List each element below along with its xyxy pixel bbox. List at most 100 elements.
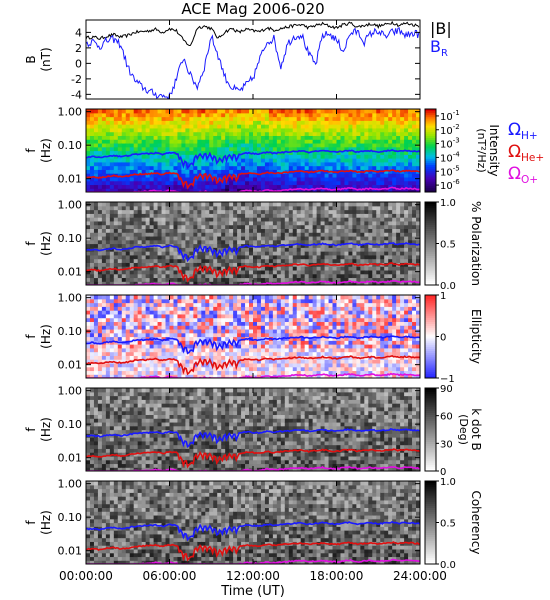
colorbar-5: 90 60 30 0 k dot B(Deg)	[424, 384, 483, 478]
chart-title: ACE Mag 2006-020	[181, 0, 324, 18]
colorbar-label-2: Intensity	[487, 124, 501, 176]
colorbar-tick-6-0: 1.0	[440, 477, 456, 488]
y-axis-unit-1: (nT)	[39, 47, 53, 71]
y-tick-1-1: 2	[75, 42, 82, 55]
y-tick-6-2: 0.01	[58, 545, 83, 558]
colorbar-unit-5: (Deg)	[457, 414, 470, 445]
colorbar-2: 10-110-210-310-410-510-6 Intensity(nT²/Hz…	[424, 108, 501, 193]
colorbar-tick-2-5: 10-6	[440, 178, 460, 192]
gyrofrequency-line-Ω_H+	[86, 335, 420, 355]
y-tick-3-0: 1.00	[58, 199, 83, 212]
colorbar-label-5: k dot B	[469, 408, 483, 450]
colorbar-tick-6-1: 0.5	[440, 519, 456, 530]
gyrofrequency-line-Ω_H+	[86, 242, 420, 263]
y-tick-5-2: 0.01	[58, 452, 83, 465]
spectrogram-panel-3	[86, 202, 420, 285]
y-axis-unit-6: (Hz)	[39, 510, 53, 535]
y-axis-label-1: B	[24, 55, 38, 63]
y-tick-4-0: 1.00	[58, 292, 83, 305]
series-B_R	[86, 27, 420, 99]
y-tick-3-1: 0.10	[58, 232, 83, 245]
b-field-lines	[86, 20, 420, 99]
x-tick-0: 00:00:00	[59, 569, 113, 583]
gyrofrequency-line-Ω_He+	[86, 262, 420, 283]
y-axis-label-5: f	[24, 427, 38, 432]
colorbar-tick-3-0: 1.0	[440, 198, 456, 209]
colorbar-tick-2-1: 10-2	[440, 123, 460, 137]
colorbar-tick-3-2: 0.0	[440, 281, 456, 292]
colorbar-tick-5-1: 60	[440, 412, 453, 423]
colorbar-4: 1 0 −1 Ellipticity	[424, 291, 483, 385]
y-tick-1-4: -4	[71, 88, 82, 101]
y-tick-6-1: 0.10	[58, 511, 83, 524]
colorbar-3: 1.0 0.5 0.0 % Polarization	[424, 198, 483, 292]
y-axis-unit-3: (Hz)	[39, 231, 53, 256]
panel-2: 10-110-210-310-410-510-6 Intensity(nT²/Hz…	[24, 106, 544, 193]
y-tick-2-1: 0.10	[58, 139, 83, 152]
gyrofrequency-line-Ω_He+	[86, 541, 420, 562]
gyrofrequency-line-Ω_He+	[86, 355, 420, 376]
y-axis-unit-2: (Hz)	[39, 138, 53, 163]
y-tick-1-2: 0	[75, 57, 82, 70]
legend-O+: ΩO+	[508, 164, 538, 186]
y-axis-label-2: f	[24, 148, 38, 153]
y-tick-1-3: -2	[71, 73, 82, 86]
y-tick-6-0: 1.00	[58, 478, 83, 491]
colorbar-label-4: Ellipticity	[469, 309, 483, 364]
panel-6: 1.0 0.5 0.0 Coherency 1.00 0.10 0.01 f (Hz)	[24, 477, 483, 571]
legend-H+: ΩH+	[508, 120, 538, 142]
x-tick-2: 12:00:00	[226, 569, 280, 583]
colorbar-label-6: Coherency	[469, 490, 483, 554]
y-tick-5-1: 0.10	[58, 418, 83, 431]
y-tick-3-2: 0.01	[58, 266, 83, 279]
legend-b-magnitude: |B|	[430, 19, 452, 38]
colorbar-tick-5-0: 90	[440, 384, 453, 395]
gyrofrequency-line-Ω_H+	[86, 520, 420, 542]
y-tick-2-2: 0.01	[58, 173, 83, 186]
colorbar-tick-2-2: 10-3	[440, 137, 460, 151]
x-tick-4: 24:00:00	[393, 569, 447, 583]
colorbar-tick-2-3: 10-4	[440, 150, 460, 164]
y-tick-1-0: 4	[75, 26, 82, 39]
y-tick-4-1: 0.10	[58, 325, 83, 338]
y-axis-label-3: f	[24, 241, 38, 246]
panel-5: 90 60 30 0 k dot B(Deg) 1.00 0.10 0.01 f (Hz)	[24, 384, 483, 478]
gyrofrequency-line-Ω_H+	[86, 149, 420, 170]
y-tick-4-2: 0.01	[58, 359, 83, 372]
gyrofrequency-line-Ω_H+	[86, 427, 420, 448]
panel-3: 1.0 0.5 0.0 % Polarization 1.00 0.10 0.01 f (Hz)	[24, 198, 483, 292]
x-tick-3: 18:00:00	[310, 569, 364, 583]
y-axis-unit-4: (Hz)	[39, 324, 53, 349]
colorbar-unit-2: (nT²/Hz)	[475, 128, 488, 172]
series-|B|	[86, 20, 420, 47]
colorbar-label-3: % Polarization	[469, 201, 483, 286]
y-tick-2-0: 1.00	[58, 106, 83, 119]
spectrogram-panel-2	[86, 109, 420, 192]
spectrogram-panel-5	[86, 388, 420, 471]
colorbar-tick-2-0: 10-1	[440, 109, 460, 123]
x-axis-label: Time (UT)	[220, 584, 285, 599]
panel-1: |B|BR 4 2 0 -2 -4 B (nT)	[24, 19, 452, 101]
colorbar-tick-4-1: 0	[440, 333, 446, 344]
y-tick-5-0: 1.00	[58, 385, 83, 398]
colorbar-tick-4-0: 1	[440, 291, 446, 302]
colorbar-tick-2-4: 10-5	[440, 164, 460, 178]
gyrofrequency-line-Ω_He+	[86, 448, 420, 469]
y-axis-unit-5: (Hz)	[39, 417, 53, 442]
colorbar-6: 1.0 0.5 0.0 Coherency	[424, 477, 483, 571]
spectrogram-panel-4	[86, 295, 420, 378]
legend-He+: ΩHe+	[508, 142, 544, 164]
x-tick-1: 06:00:00	[143, 569, 197, 583]
legend-b-r: BR	[430, 37, 448, 59]
colorbar-tick-3-1: 0.5	[440, 240, 456, 251]
colorbar-tick-5-3: 0	[440, 467, 446, 478]
x-tick-labels: 00:00:00 06:00:00 12:00:00 18:00:00 24:00:00	[59, 569, 447, 583]
colorbar-tick-4-2: −1	[440, 374, 455, 385]
colorbar-tick-6-2: 0.0	[440, 560, 456, 571]
panel-4: 1 0 −1 Ellipticity 1.00 0.10 0.01 f (Hz)	[24, 291, 483, 385]
y-axis-label-4: f	[24, 334, 38, 339]
y-axis-label-6: f	[24, 520, 38, 525]
spectrogram-panel-6	[86, 481, 420, 564]
gyrofrequency-line-Ω_He+	[86, 169, 420, 190]
